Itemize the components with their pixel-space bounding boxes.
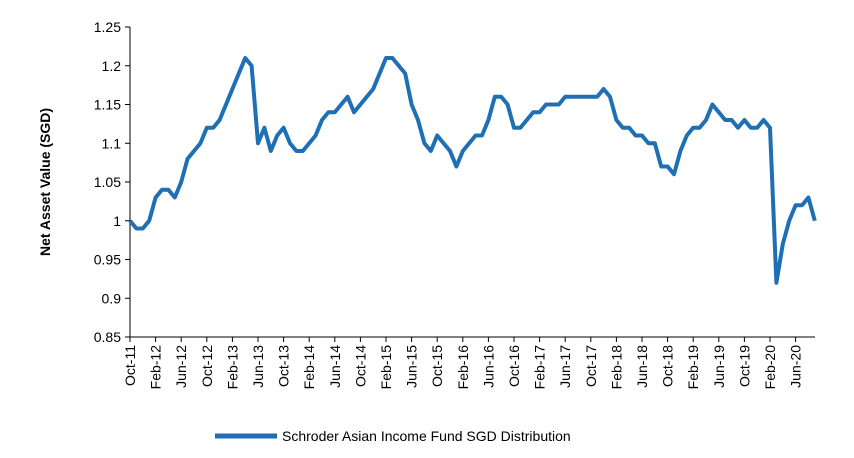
y-tick-label: 1.2 xyxy=(102,58,122,74)
x-tick-label: Feb-14 xyxy=(301,345,317,390)
x-tick-label: Feb-17 xyxy=(532,345,548,390)
x-tick-label: Jun-14 xyxy=(327,345,343,388)
y-tick-label: 1 xyxy=(113,213,121,229)
y-tick-label: 1.25 xyxy=(94,19,121,35)
x-tick-label: Feb-15 xyxy=(378,345,394,390)
x-tick-label: Oct-14 xyxy=(352,345,368,387)
y-axis-label: Net Asset Value (SGD) xyxy=(37,108,53,256)
y-tick-label: 1.15 xyxy=(94,97,121,113)
x-tick-label: Oct-15 xyxy=(429,345,445,387)
x-tick-label: Feb-19 xyxy=(685,345,701,390)
x-tick-label: Jun-17 xyxy=(557,345,573,388)
x-tick-label: Oct-17 xyxy=(583,345,599,387)
x-tick-label: Feb-12 xyxy=(148,345,164,390)
x-tick-label: Oct-11 xyxy=(122,345,138,386)
x-tick-label: Jun-19 xyxy=(711,345,727,388)
y-tick-label: 0.85 xyxy=(94,329,121,345)
x-tick-label: Jun-13 xyxy=(250,345,266,388)
line xyxy=(128,56,817,285)
x-tick-label: Jun-16 xyxy=(480,345,496,388)
x-tick-label: Feb-13 xyxy=(224,345,240,390)
x-tick-label: Jun-20 xyxy=(788,345,804,388)
y-tick-label: 0.9 xyxy=(102,290,122,306)
x-tick-label: Jun-15 xyxy=(404,345,420,388)
x-tick-label: Oct-13 xyxy=(276,345,292,387)
x-tick-label: Oct-12 xyxy=(199,345,215,387)
y-tick-label: 0.95 xyxy=(94,252,121,268)
x-tick-label: Jun-18 xyxy=(634,345,650,388)
x-tick-label: Feb-20 xyxy=(762,345,778,390)
legend-label: Schroder Asian Income Fund SGD Distribut… xyxy=(282,428,571,444)
y-tick-label: 1.1 xyxy=(102,135,122,151)
x-tick-label: Jun-12 xyxy=(173,345,189,388)
x-tick-label: Feb-18 xyxy=(608,345,624,390)
x-tick-label: Feb-16 xyxy=(455,345,471,390)
x-tick-label: Oct-16 xyxy=(506,345,522,387)
x-tick-label: Oct-18 xyxy=(660,345,676,387)
x-tick-label: Oct-19 xyxy=(736,345,752,387)
y-tick-label: 1.05 xyxy=(94,174,121,190)
